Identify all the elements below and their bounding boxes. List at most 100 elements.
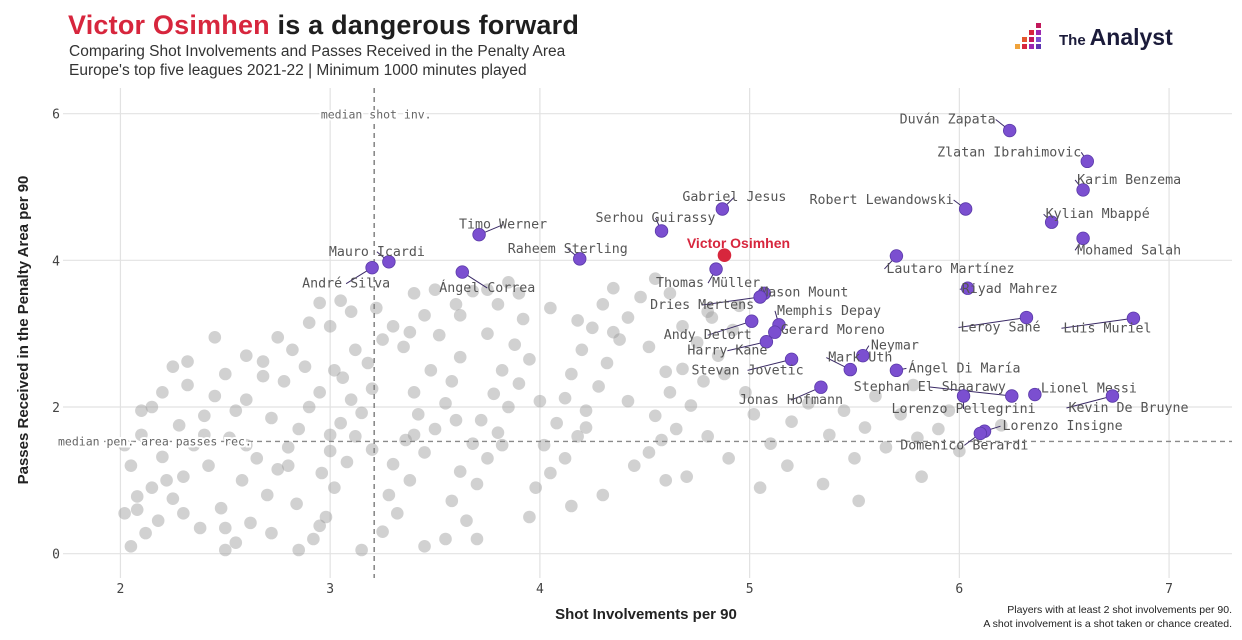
player-point — [558, 391, 572, 405]
player-point — [382, 488, 396, 502]
player-point — [523, 353, 536, 366]
player-point — [208, 331, 222, 344]
player-point — [323, 428, 337, 442]
y-tick-label: 2 — [52, 401, 60, 416]
x-tick-label: 7 — [1165, 582, 1173, 597]
player-point — [453, 465, 467, 478]
player-point — [208, 389, 222, 403]
player-point-jonas-hofmann — [814, 380, 828, 394]
player-point — [596, 298, 610, 311]
player-label-angel-di-maria: Ángel Di María — [908, 359, 1020, 376]
player-point — [586, 321, 599, 335]
label-leader-line — [747, 358, 792, 371]
player-label-featured: Victor Osimhen — [687, 235, 790, 251]
player-label-memphis-depay: Memphis Depay — [777, 304, 881, 319]
player-point — [271, 331, 285, 344]
player-point — [621, 311, 635, 324]
player-label-mark-uth: Mark Uth — [828, 351, 892, 366]
player-label-kylian-mbappe: Kylian Mbappé — [1046, 206, 1150, 222]
player-label-timo-werner: Timo Werner — [459, 218, 547, 233]
label-leader-line — [1061, 317, 1134, 329]
player-point — [145, 400, 159, 414]
player-point — [781, 459, 794, 472]
player-point — [690, 336, 704, 349]
player-point — [349, 430, 362, 443]
player-label-mason-mount: Mason Mount — [760, 285, 848, 300]
player-point — [764, 437, 777, 450]
player-point-harry-kane — [759, 335, 774, 349]
x-tick-label: 5 — [746, 582, 754, 597]
player-point — [439, 397, 452, 410]
label-leader-line — [929, 386, 1012, 397]
player-point — [932, 422, 945, 436]
player-point — [403, 325, 417, 339]
player-point — [879, 441, 893, 454]
player-point — [428, 283, 442, 296]
player-point — [313, 296, 326, 310]
player-point — [229, 536, 243, 549]
player-point — [315, 466, 329, 480]
player-point — [229, 404, 243, 417]
player-point — [260, 488, 274, 502]
player-label-kevin-de-bruyne: Kevin De Bruyne — [1068, 401, 1188, 416]
player-point — [244, 516, 257, 530]
player-point — [915, 470, 928, 483]
subtitle-line-1: Comparing Shot Involvements and Passes R… — [69, 43, 566, 60]
player-point — [281, 459, 295, 472]
player-point-dries-mertens — [753, 290, 767, 304]
player-point-neymar — [856, 348, 870, 363]
player-point — [340, 455, 354, 469]
player-point — [802, 397, 815, 410]
player-point — [198, 409, 211, 423]
player-point — [355, 406, 368, 420]
player-point — [181, 355, 194, 368]
player-point — [474, 413, 488, 427]
player-point — [676, 362, 689, 376]
player-point — [558, 452, 572, 465]
y-axis-title: Passes Received in the Penalty Area per … — [15, 176, 32, 485]
player-point — [151, 514, 165, 527]
player-point — [399, 433, 412, 447]
player-point — [160, 474, 173, 487]
player-point — [239, 393, 253, 406]
player-point — [533, 394, 547, 408]
player-point — [491, 298, 505, 311]
median-passes-label: median pen. area passes rec. — [58, 434, 252, 448]
player-point — [466, 437, 480, 450]
player-point — [302, 316, 316, 329]
player-point — [701, 305, 714, 318]
player-point — [453, 309, 467, 322]
player-point — [349, 343, 362, 357]
player-point-luis-muriel — [1126, 311, 1141, 325]
player-point — [439, 532, 452, 546]
player-point — [424, 364, 438, 377]
player-point — [193, 521, 207, 535]
player-point — [642, 446, 656, 459]
player-point — [600, 356, 614, 370]
player-point-angel-di-maria — [889, 363, 904, 378]
player-label-domenico-berardi: Domenico Berardi — [900, 438, 1028, 453]
player-point — [466, 284, 480, 298]
player-point — [852, 494, 865, 508]
player-point — [118, 507, 131, 520]
player-point-serhou-guirassy — [654, 224, 669, 238]
player-point — [218, 367, 232, 381]
player-point — [166, 492, 180, 505]
player-point — [529, 481, 542, 494]
player-label-gerard-moreno: Gerard Moreno — [781, 323, 885, 338]
player-point-stephan-el-shaarawy — [1005, 389, 1019, 403]
player-point-leroy-sane — [1019, 310, 1034, 325]
player-point — [579, 404, 593, 417]
player-point — [565, 367, 578, 381]
player-point — [218, 521, 232, 535]
player-point — [124, 459, 138, 472]
player-point — [785, 415, 798, 428]
player-point-domenico-berardi — [973, 426, 988, 441]
player-point — [726, 323, 740, 337]
player-point — [680, 470, 694, 483]
player-point — [606, 281, 620, 295]
player-point — [386, 457, 400, 471]
player-point — [334, 294, 347, 307]
player-point-kevin-de-bruyne — [1105, 389, 1120, 403]
player-point — [281, 441, 295, 454]
